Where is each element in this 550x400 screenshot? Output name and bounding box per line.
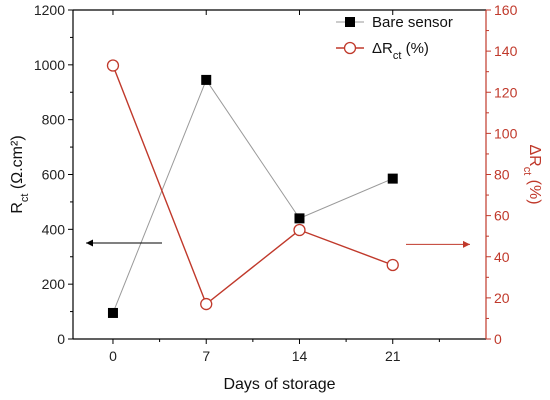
x-tick-label: 7 bbox=[202, 348, 210, 364]
y-tick-label: 800 bbox=[42, 112, 66, 128]
y2-tick-label: 160 bbox=[494, 2, 518, 18]
series-1-point bbox=[386, 258, 399, 272]
axes-group: Rct (Ω.cm²) ΔRct (%) bbox=[9, 9, 543, 340]
series-1-point bbox=[200, 297, 213, 311]
right-axis-arrowhead-icon bbox=[463, 240, 470, 248]
series-0-point bbox=[294, 213, 305, 224]
left-axis-arrowhead-icon bbox=[86, 239, 93, 247]
y2-tick-label: 100 bbox=[494, 125, 518, 141]
legend-marker-delta-rct bbox=[343, 41, 357, 55]
series-0-point bbox=[107, 307, 118, 318]
series-0-point bbox=[201, 74, 212, 85]
y2-tick-label: 120 bbox=[494, 84, 518, 100]
legend-label-delta-rct: ΔRct (%) bbox=[372, 40, 429, 62]
y-axis-title: Rct (Ω.cm²) bbox=[9, 135, 31, 213]
x-tick-label: 21 bbox=[385, 348, 401, 364]
axis-arrows bbox=[86, 239, 470, 248]
y-tick-label: 600 bbox=[42, 167, 66, 183]
y2-tick-label: 0 bbox=[494, 331, 502, 347]
y-tick-label: 400 bbox=[42, 221, 66, 237]
y-tick-label: 0 bbox=[57, 331, 65, 347]
x-tick-label: 0 bbox=[109, 348, 117, 364]
series-1-point bbox=[293, 223, 306, 237]
y-tick-label: 200 bbox=[42, 276, 66, 292]
series-group bbox=[106, 59, 399, 318]
legend: Bare sensor ΔRct (%) bbox=[336, 14, 453, 62]
series-0-point bbox=[387, 173, 398, 184]
x-tick-label: 14 bbox=[292, 348, 308, 364]
y2-tick-label: 40 bbox=[494, 249, 510, 265]
y-tick-label: 1000 bbox=[34, 57, 65, 73]
legend-marker-bare-sensor bbox=[345, 17, 355, 27]
series-0-line bbox=[112, 78, 393, 314]
y2-tick-label: 20 bbox=[494, 290, 510, 306]
series-1-point bbox=[106, 59, 120, 72]
x-axis-title: Days of storage bbox=[223, 376, 335, 393]
y2-tick-label: 80 bbox=[494, 167, 510, 183]
ticks-group: 0 7 14 21 0 200 400 600 800 1000 1200 0 20 40 60 80 100 1… bbox=[34, 2, 518, 364]
y2-tick-label: 140 bbox=[494, 43, 518, 59]
y2-tick-label: 60 bbox=[494, 208, 510, 224]
y2-axis-title: ΔRct (%) bbox=[521, 144, 543, 204]
legend-label-bare-sensor: Bare sensor bbox=[372, 14, 453, 31]
series-1-line bbox=[112, 65, 393, 306]
y-tick-label: 1200 bbox=[34, 2, 65, 18]
